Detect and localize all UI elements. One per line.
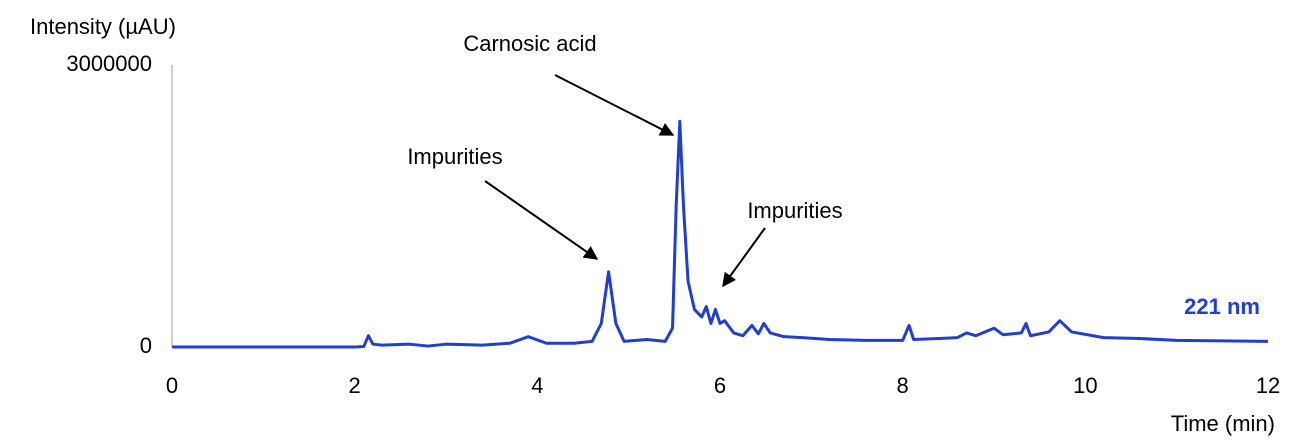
legend-label: 221 nm <box>1184 294 1260 319</box>
annotation: Carnosic acid <box>463 31 596 56</box>
x-tick-label: 2 <box>349 373 361 398</box>
x-tick-label: 8 <box>897 373 909 398</box>
arrow <box>554 74 675 136</box>
arrow <box>722 227 766 288</box>
y-tick-label: 0 <box>140 333 152 358</box>
trace <box>172 119 1269 349</box>
y-axis-label: Intensity (µAU) <box>30 14 176 39</box>
annotation: Impurities <box>407 144 502 169</box>
y-tick-label: 3000000 <box>66 51 152 76</box>
x-axis-label: Time (min) <box>1171 411 1275 436</box>
x-tick-label: 4 <box>531 373 543 398</box>
x-tick-label: 0 <box>166 373 178 398</box>
x-tick-label: 10 <box>1073 373 1097 398</box>
arrow <box>484 180 599 260</box>
x-tick-label: 12 <box>1256 373 1280 398</box>
annotation: Impurities <box>747 198 842 223</box>
x-tick-label: 6 <box>714 373 726 398</box>
